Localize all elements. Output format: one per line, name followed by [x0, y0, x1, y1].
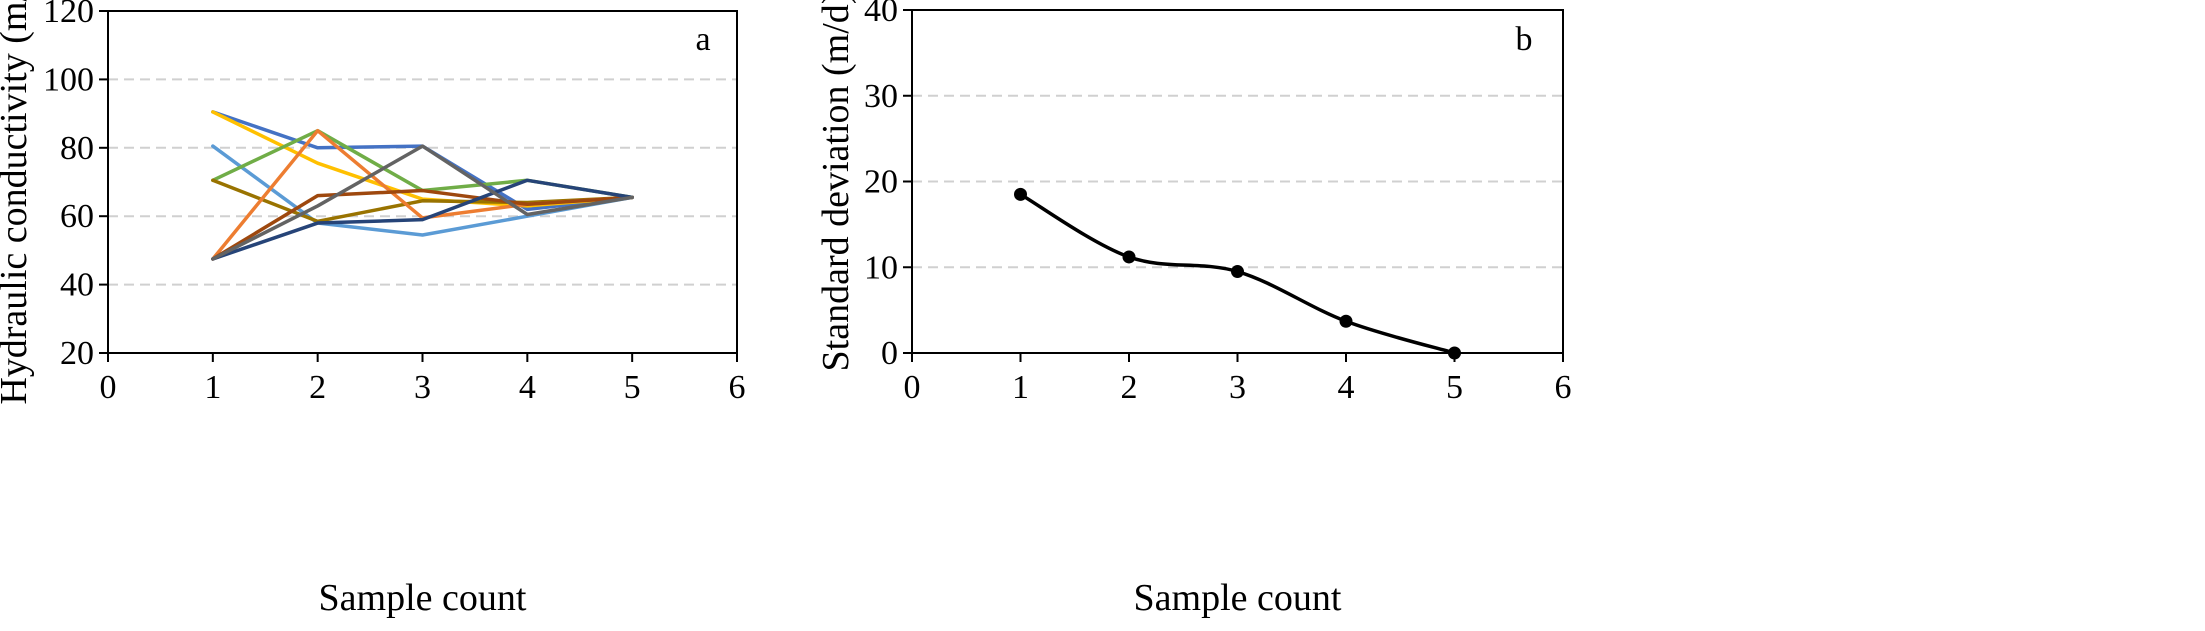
- y-axis-title: Standard deviation (m/d): [815, 0, 857, 371]
- y-tick-label: 120: [43, 0, 94, 30]
- x-axis-title: Sample count: [1134, 577, 1342, 619]
- x-tick-label: 4: [519, 369, 536, 406]
- x-tick-label: 2: [309, 369, 326, 406]
- y-axis-title: Hydraulic conductivity (m/d): [0, 0, 35, 405]
- plot-frame: [107, 10, 738, 354]
- y-tick-label: 10: [864, 249, 898, 286]
- y-tick-label: 20: [864, 164, 898, 201]
- y-tick-label: 40: [60, 267, 94, 304]
- x-tick-label: 6: [1555, 369, 1572, 406]
- x-tick-label: 2: [1121, 369, 1138, 406]
- panel-b-chart: 0 10 20 30 40 0 1 2 3 4 5 6 Sample count Standard dev…: [815, 0, 1572, 619]
- panel-label: a: [695, 21, 710, 58]
- x-tick-label: 5: [1446, 369, 1463, 406]
- series-line-1: [211, 110, 634, 212]
- y-tick-label: 0: [881, 335, 898, 372]
- x-tick-label: 0: [904, 369, 921, 406]
- y-tick-label: 30: [864, 78, 898, 115]
- x-tick-label: 4: [1338, 369, 1355, 406]
- series-line-9: [211, 144, 634, 261]
- x-tick-label: 3: [414, 369, 431, 406]
- y-tick-label: 60: [60, 198, 94, 235]
- series-line-7: [211, 188, 634, 261]
- panel-label: b: [1516, 21, 1533, 58]
- y-tick-label: 20: [60, 335, 94, 372]
- data-point: [1231, 265, 1244, 279]
- series-line-8: [211, 178, 634, 261]
- x-tick-label: 1: [204, 369, 221, 406]
- x-tick-label: 5: [624, 369, 641, 406]
- y-tick-label: 40: [864, 0, 898, 29]
- x-tick-label: 6: [729, 369, 746, 406]
- data-point: [1014, 187, 1027, 201]
- data-point: [1122, 250, 1136, 264]
- data-point: [1339, 314, 1353, 328]
- x-tick-label: 1: [1012, 369, 1029, 406]
- x-axis-title: Sample count: [319, 577, 527, 619]
- y-tick-label: 100: [43, 61, 94, 98]
- x-tick-label: 0: [100, 369, 117, 406]
- panel-a-chart: 20 40 60 80 100 120 0 1 2 3 4 5 6 Sample count Hydraul…: [0, 0, 746, 619]
- y-tick-label: 80: [60, 130, 94, 167]
- x-tick-label: 3: [1229, 369, 1246, 406]
